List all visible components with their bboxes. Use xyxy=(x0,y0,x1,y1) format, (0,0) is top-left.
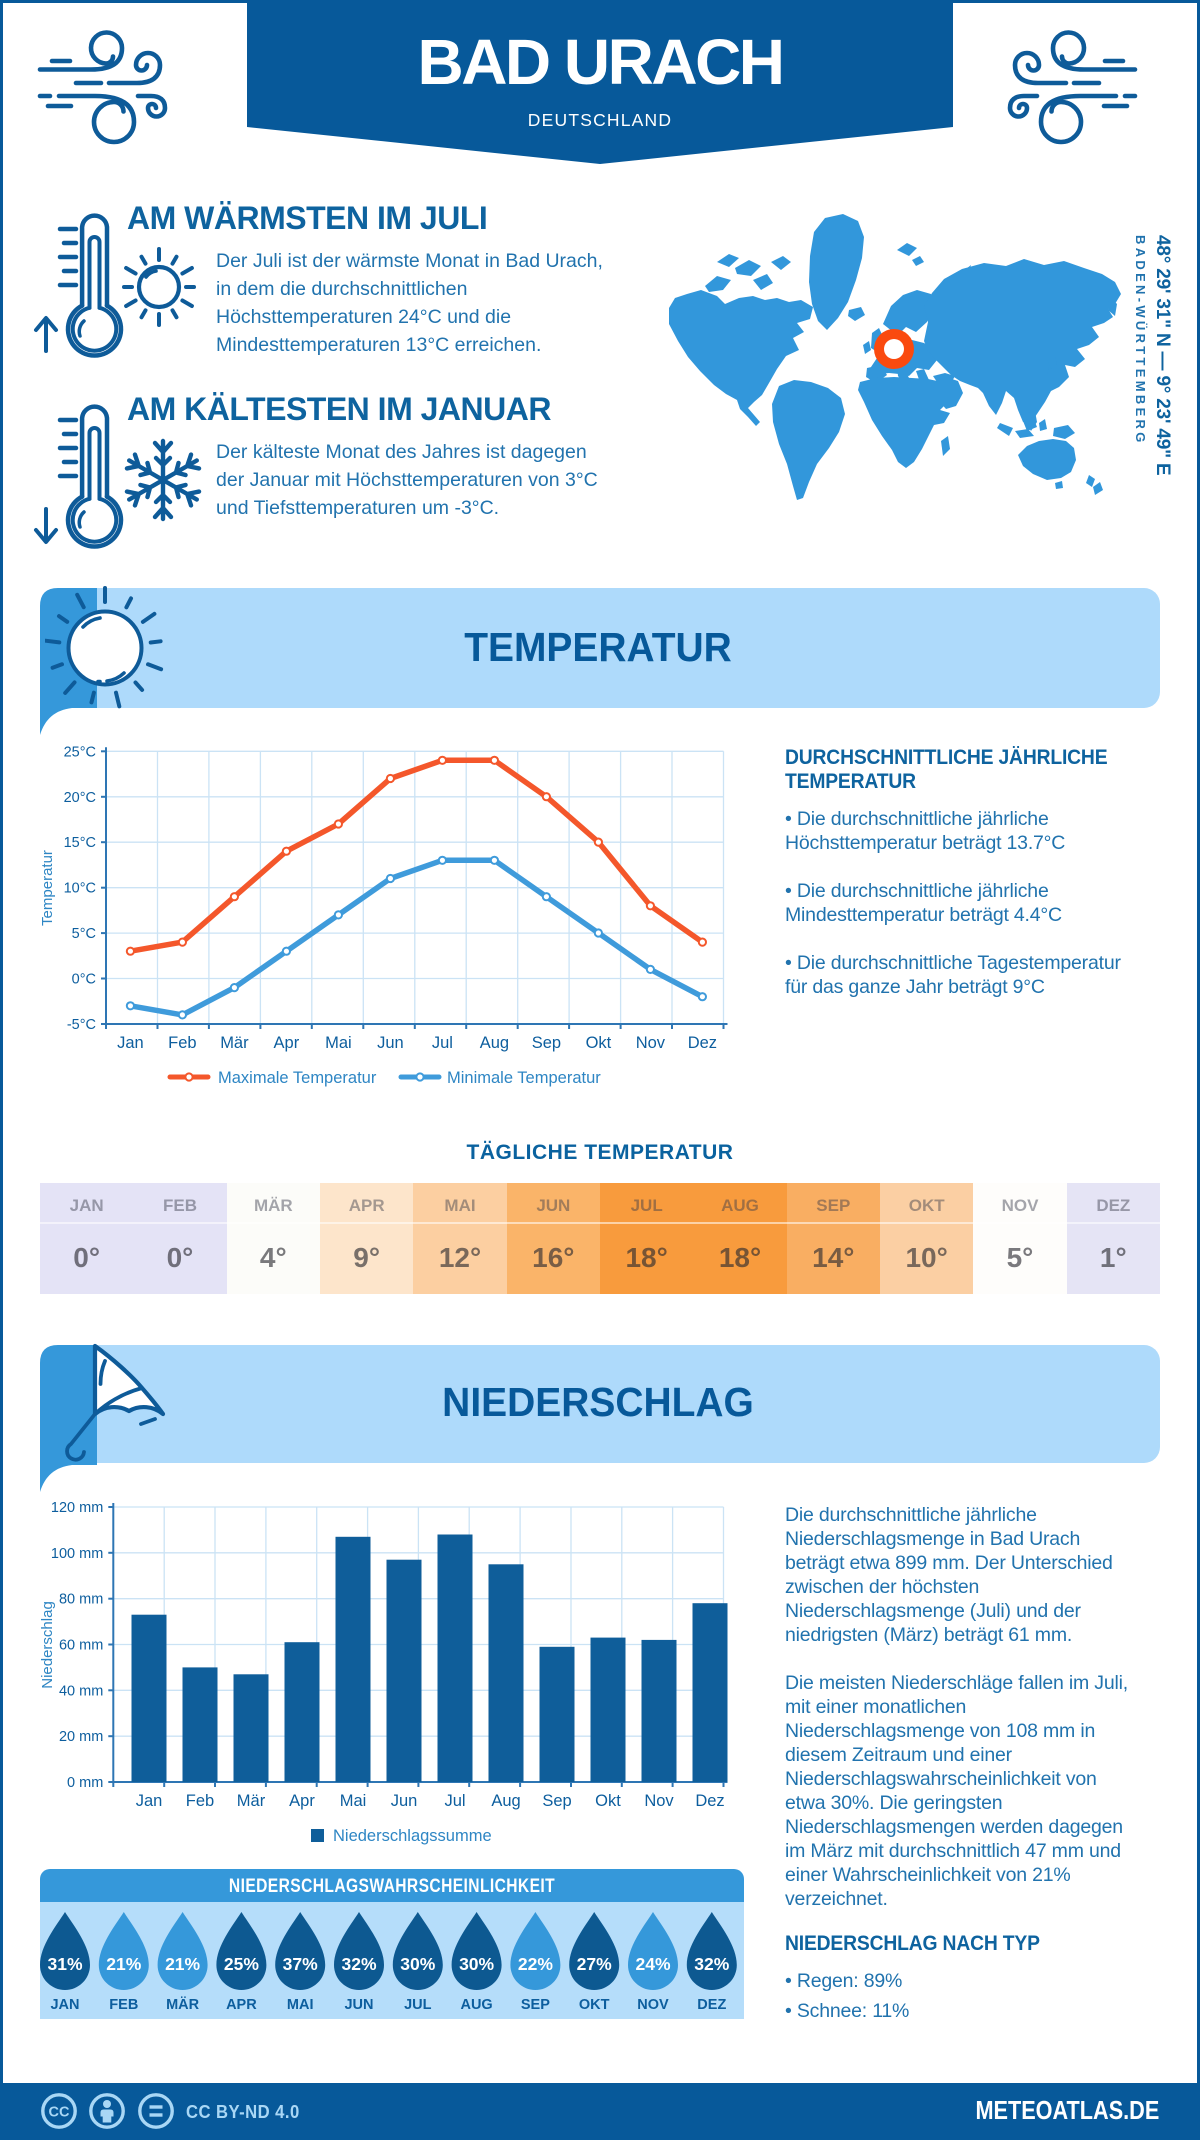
svg-text:APR: APR xyxy=(226,1997,257,2013)
svg-text:Dez: Dez xyxy=(688,1034,717,1052)
svg-text:15°C: 15°C xyxy=(64,835,96,851)
svg-text:MÄR: MÄR xyxy=(166,1996,200,2013)
svg-text:20°C: 20°C xyxy=(64,790,96,806)
svg-text:Sep: Sep xyxy=(532,1034,561,1052)
svg-text:Mär: Mär xyxy=(237,1792,266,1810)
svg-text:Feb: Feb xyxy=(186,1792,214,1810)
svg-text:Jul: Jul xyxy=(444,1792,465,1810)
svg-text:100 mm: 100 mm xyxy=(51,1546,103,1562)
svg-text:21%: 21% xyxy=(165,1954,200,1974)
svg-text:Sep: Sep xyxy=(542,1792,571,1810)
svg-text:24%: 24% xyxy=(635,1954,670,1974)
svg-text:SEP: SEP xyxy=(521,1997,550,2013)
svg-text:Jul: Jul xyxy=(432,1034,453,1052)
svg-text:10°C: 10°C xyxy=(64,881,96,897)
svg-text:Niederschlag: Niederschlag xyxy=(40,1601,56,1689)
svg-text:120 mm: 120 mm xyxy=(51,1500,103,1516)
svg-text:30%: 30% xyxy=(459,1954,494,1974)
svg-text:AUG: AUG xyxy=(460,1997,492,2013)
svg-text:32%: 32% xyxy=(341,1954,376,1974)
svg-text:Niederschlagssumme: Niederschlagssumme xyxy=(333,1827,492,1845)
svg-text:Okt: Okt xyxy=(595,1792,621,1810)
svg-text:0°C: 0°C xyxy=(72,972,96,988)
svg-text:Jan: Jan xyxy=(117,1034,144,1052)
svg-text:Feb: Feb xyxy=(168,1034,196,1052)
svg-text:FEB: FEB xyxy=(109,1997,138,2013)
svg-text:Jun: Jun xyxy=(391,1792,418,1810)
svg-text:Okt: Okt xyxy=(586,1034,612,1052)
svg-text:Apr: Apr xyxy=(289,1792,315,1810)
svg-text:5°C: 5°C xyxy=(72,926,96,942)
svg-text:OKT: OKT xyxy=(579,1997,610,2013)
svg-text:25°C: 25°C xyxy=(64,744,96,760)
svg-text:Nov: Nov xyxy=(636,1034,666,1052)
svg-text:20 mm: 20 mm xyxy=(59,1729,103,1745)
svg-text:37%: 37% xyxy=(283,1954,318,1974)
svg-text:JUL: JUL xyxy=(404,1997,432,2013)
svg-text:60 mm: 60 mm xyxy=(59,1638,103,1654)
svg-text:Nov: Nov xyxy=(644,1792,674,1810)
svg-text:30%: 30% xyxy=(400,1954,435,1974)
svg-text:-5°C: -5°C xyxy=(67,1017,96,1033)
svg-text:Dez: Dez xyxy=(695,1792,724,1810)
svg-text:Aug: Aug xyxy=(491,1792,520,1810)
svg-text:Apr: Apr xyxy=(274,1034,300,1052)
svg-text:Mai: Mai xyxy=(340,1792,367,1810)
svg-text:31%: 31% xyxy=(47,1954,82,1974)
svg-text:Temperatur: Temperatur xyxy=(40,850,56,926)
svg-text:Aug: Aug xyxy=(480,1034,509,1052)
svg-text:40 mm: 40 mm xyxy=(59,1683,103,1699)
svg-text:27%: 27% xyxy=(577,1954,612,1974)
svg-text:CC: CC xyxy=(49,2105,70,2121)
svg-text:32%: 32% xyxy=(694,1954,729,1974)
svg-text:25%: 25% xyxy=(224,1954,259,1974)
svg-text:80 mm: 80 mm xyxy=(59,1592,103,1608)
svg-text:Jan: Jan xyxy=(136,1792,163,1810)
svg-text:JUN: JUN xyxy=(344,1997,373,2013)
svg-text:DEZ: DEZ xyxy=(697,1997,726,2013)
svg-text:Jun: Jun xyxy=(377,1034,404,1052)
svg-text:MAI: MAI xyxy=(287,1997,314,2013)
svg-text:Mai: Mai xyxy=(325,1034,352,1052)
svg-text:JAN: JAN xyxy=(50,1997,79,2013)
svg-text:22%: 22% xyxy=(518,1954,553,1974)
svg-text:Maximale Temperatur: Maximale Temperatur xyxy=(218,1069,377,1087)
svg-text:Minimale Temperatur: Minimale Temperatur xyxy=(447,1069,601,1087)
svg-text:Mär: Mär xyxy=(220,1034,249,1052)
svg-text:NOV: NOV xyxy=(637,1997,669,2013)
svg-text:0 mm: 0 mm xyxy=(67,1775,103,1791)
svg-text:21%: 21% xyxy=(106,1954,141,1974)
